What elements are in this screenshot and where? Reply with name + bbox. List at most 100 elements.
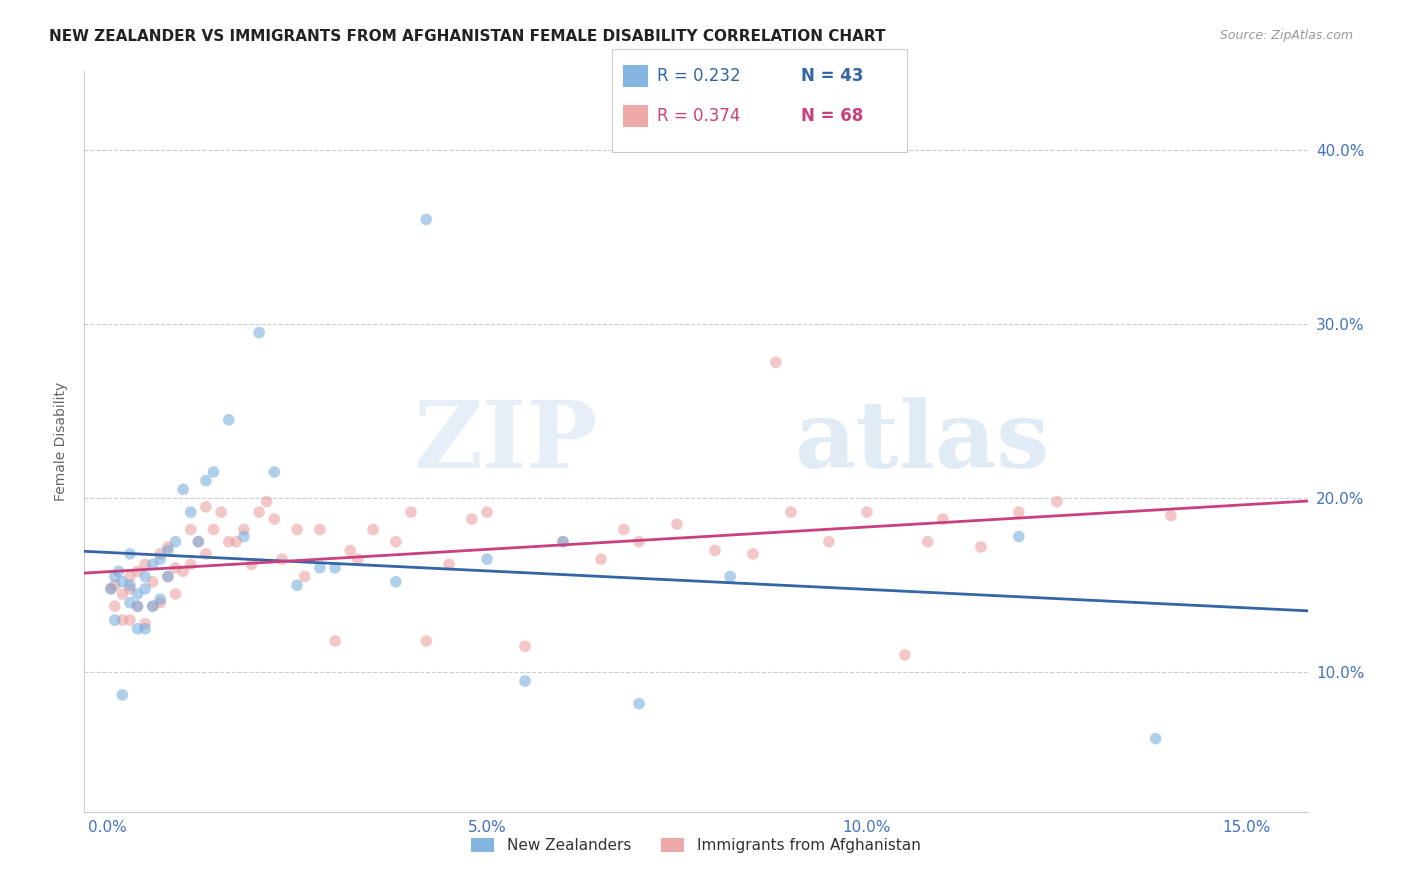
Point [209, 505, 232, 519]
Point [149, 596, 172, 610]
Text: NEW ZEALANDER VS IMMIGRANTS FROM AFGHANISTAN FEMALE DISABILITY CORRELATION CHART: NEW ZEALANDER VS IMMIGRANTS FROM AFGHANI… [49, 29, 886, 44]
Point [134, 569, 156, 583]
Point [156, 569, 179, 583]
Point [218, 534, 240, 549]
Point [1160, 508, 1182, 523]
Point [111, 574, 134, 589]
Point [134, 558, 156, 572]
Point [309, 523, 332, 537]
Point [127, 564, 149, 578]
Point [118, 596, 141, 610]
Point [415, 212, 437, 227]
Point [194, 500, 217, 514]
Point [347, 552, 370, 566]
Point [194, 474, 217, 488]
Point [180, 558, 202, 572]
Point [232, 529, 254, 543]
Point [165, 561, 187, 575]
Point [149, 592, 172, 607]
Point [172, 564, 194, 578]
Point [118, 582, 141, 596]
Point [232, 523, 254, 537]
Point [104, 613, 127, 627]
Point [461, 512, 484, 526]
Point [589, 552, 612, 566]
Point [127, 599, 149, 614]
Point [180, 505, 202, 519]
Point [187, 534, 209, 549]
Point [118, 547, 141, 561]
Point [202, 523, 225, 537]
Text: N = 68: N = 68 [801, 107, 863, 125]
Point [475, 505, 498, 519]
Point [107, 564, 129, 578]
Text: Source: ZipAtlas.com: Source: ZipAtlas.com [1219, 29, 1353, 42]
Point [187, 534, 209, 549]
Point [1144, 731, 1167, 746]
Point [202, 465, 225, 479]
Point [856, 505, 879, 519]
Point [165, 534, 187, 549]
Point [247, 326, 270, 340]
Point [551, 534, 574, 549]
Point [165, 587, 187, 601]
Point [385, 574, 408, 589]
Point [1008, 529, 1031, 543]
Point [142, 599, 165, 614]
Point [118, 613, 141, 627]
Point [399, 505, 422, 519]
Point [194, 547, 217, 561]
Point [134, 622, 156, 636]
Point [240, 558, 263, 572]
Point [361, 523, 384, 537]
Point [917, 534, 939, 549]
Point [818, 534, 841, 549]
Point [475, 552, 498, 566]
Point [437, 558, 460, 572]
Point [127, 599, 149, 614]
Point [704, 543, 727, 558]
Point [225, 534, 247, 549]
Point [270, 552, 292, 566]
Point [339, 543, 361, 558]
Point [134, 582, 156, 596]
Point [142, 558, 165, 572]
Point [263, 512, 285, 526]
Point [142, 599, 165, 614]
Point [780, 505, 803, 519]
Point [111, 613, 134, 627]
Point [156, 569, 179, 583]
Point [180, 523, 202, 537]
Point [765, 355, 787, 369]
Point [294, 569, 316, 583]
Text: atlas: atlas [794, 397, 1049, 486]
Point [134, 616, 156, 631]
Point [323, 634, 346, 648]
Point [118, 569, 141, 583]
Point [742, 547, 765, 561]
Point [627, 697, 650, 711]
Point [894, 648, 917, 662]
Point [104, 569, 127, 583]
Point [156, 543, 179, 558]
Text: ZIP: ZIP [413, 397, 598, 486]
Point [156, 540, 179, 554]
Legend: New Zealanders, Immigrants from Afghanistan: New Zealanders, Immigrants from Afghanis… [465, 832, 927, 860]
Point [323, 561, 346, 575]
Text: R = 0.232: R = 0.232 [657, 67, 740, 85]
Point [111, 688, 134, 702]
Point [551, 534, 574, 549]
Text: R = 0.374: R = 0.374 [657, 107, 740, 125]
Point [309, 561, 332, 575]
Point [385, 534, 408, 549]
Point [104, 599, 127, 614]
Point [627, 534, 650, 549]
Point [100, 582, 122, 596]
Point [127, 622, 149, 636]
Point [142, 574, 165, 589]
Point [263, 465, 285, 479]
Point [218, 413, 240, 427]
Point [285, 578, 308, 592]
Point [118, 578, 141, 592]
Point [104, 578, 127, 592]
